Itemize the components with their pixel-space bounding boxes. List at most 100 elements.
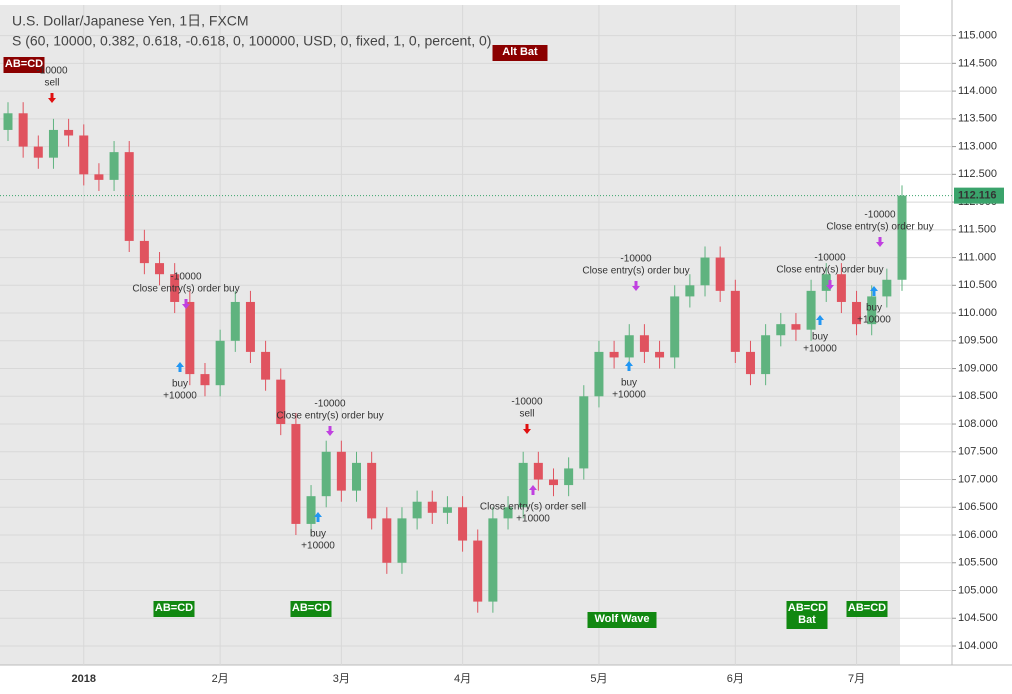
candle-body [215,340,225,386]
trade-arrow [314,512,322,522]
candle-body [230,301,240,341]
pattern-label: AB=CD [5,58,43,70]
trade-label: +10000 [163,391,197,402]
candle-body [94,174,104,180]
trade-label: +10000 [803,344,837,355]
trade-label: Close entry(s) order buy [776,265,883,276]
trade-label: +10000 [516,514,550,525]
candle-body [594,351,604,397]
y-tick-label: 114.500 [958,57,997,69]
y-tick-label: 111.500 [958,224,996,236]
y-tick-label: 104.000 [958,640,998,652]
trade-label: +10000 [612,390,646,401]
candle-body [745,351,755,375]
candle-body [685,285,695,297]
candle-body [18,113,28,147]
candle-body [139,240,149,264]
trade-arrow [176,362,184,372]
x-tick-label: 2018 [72,673,96,685]
y-tick-label: 111.000 [958,251,996,263]
pattern-label: Alt Bat [502,46,538,58]
candle-body [836,274,846,302]
candle-body [579,396,589,469]
trade-label: Close entry(s) order buy [582,266,689,277]
y-tick-label: 106.500 [958,501,998,513]
pattern-box [587,612,657,628]
trade-label: -10000 [511,397,543,408]
candle-body [306,496,316,524]
y-tick-label: 109.500 [958,335,998,347]
candle-body [533,462,543,480]
y-tick-label: 113.500 [958,113,997,125]
pattern-box [786,601,828,629]
candle-body [670,296,680,358]
candle-body [412,501,422,519]
trade-label: -10000 [170,272,202,283]
candle-body [261,351,271,380]
y-tick-label: 108.500 [958,390,998,402]
candle-body [200,374,210,386]
last-price-box [954,187,1004,204]
trade-label: buy [172,379,188,390]
candle-body [700,257,710,286]
pattern-label: AB=CD [155,602,193,614]
pattern-box [492,45,548,61]
candle-body [806,290,816,330]
y-tick-label: 107.500 [958,446,998,458]
trade-label: Close entry(s) order buy [826,222,933,233]
pattern-box [153,601,195,617]
trade-arrow [523,424,531,434]
trade-arrow [816,315,824,325]
trade-label: -10000 [314,399,346,410]
x-tick-label: 7月 [848,673,865,685]
x-tick-label: 4月 [454,673,471,685]
candle-body [367,462,377,519]
y-tick-label: 106.000 [958,529,998,541]
y-tick-label: 108.000 [958,418,998,430]
candle-body [564,468,574,486]
candle-body [155,263,165,275]
x-tick-label: 2月 [212,673,229,685]
candle-body [397,518,407,563]
chart-subtitle: S (60, 10000, 0.382, 0.618, -0.618, 0, 1… [12,33,491,49]
candle-body [124,152,134,241]
candle-body [473,540,483,602]
y-tick-label: 109.000 [958,362,998,374]
last-price-label: 112.116 [958,190,997,202]
candle-body [488,518,498,602]
candle-body [715,257,725,291]
trade-arrow [182,299,190,309]
candle-body [761,335,771,375]
x-tick-label: 6月 [727,673,744,685]
candle-body [882,279,892,297]
trade-label: Close entry(s) order sell [480,502,586,513]
pattern-box [846,601,888,617]
pattern-label: AB=CD [848,602,886,614]
candle-body [518,462,528,508]
candle-body [639,335,649,352]
trade-arrow [625,361,633,371]
candle-body [109,152,119,180]
trade-label: Close entry(s) order buy [276,411,383,422]
trade-label: buy [866,303,882,314]
trade-label: buy [310,529,326,540]
candle-body [48,129,58,158]
pattern-label: Wolf Wave [594,613,649,625]
candle-body [821,274,831,291]
candle-body [730,290,740,352]
y-tick-label: 114.000 [958,85,997,97]
x-tick-label: 5月 [590,673,607,685]
trade-label: -10000 [864,210,896,221]
y-tick-label: 112.500 [958,168,997,180]
candle-body [548,479,558,486]
candle-body [79,135,89,175]
trade-label: +10000 [301,541,335,552]
candle-body [321,451,331,497]
y-tick-label: 105.000 [958,584,998,596]
candle-body [458,507,468,541]
candle-body [442,507,452,513]
candle-body [503,507,513,519]
trade-label: -10000 [814,253,846,264]
trade-label: sell [519,409,534,420]
